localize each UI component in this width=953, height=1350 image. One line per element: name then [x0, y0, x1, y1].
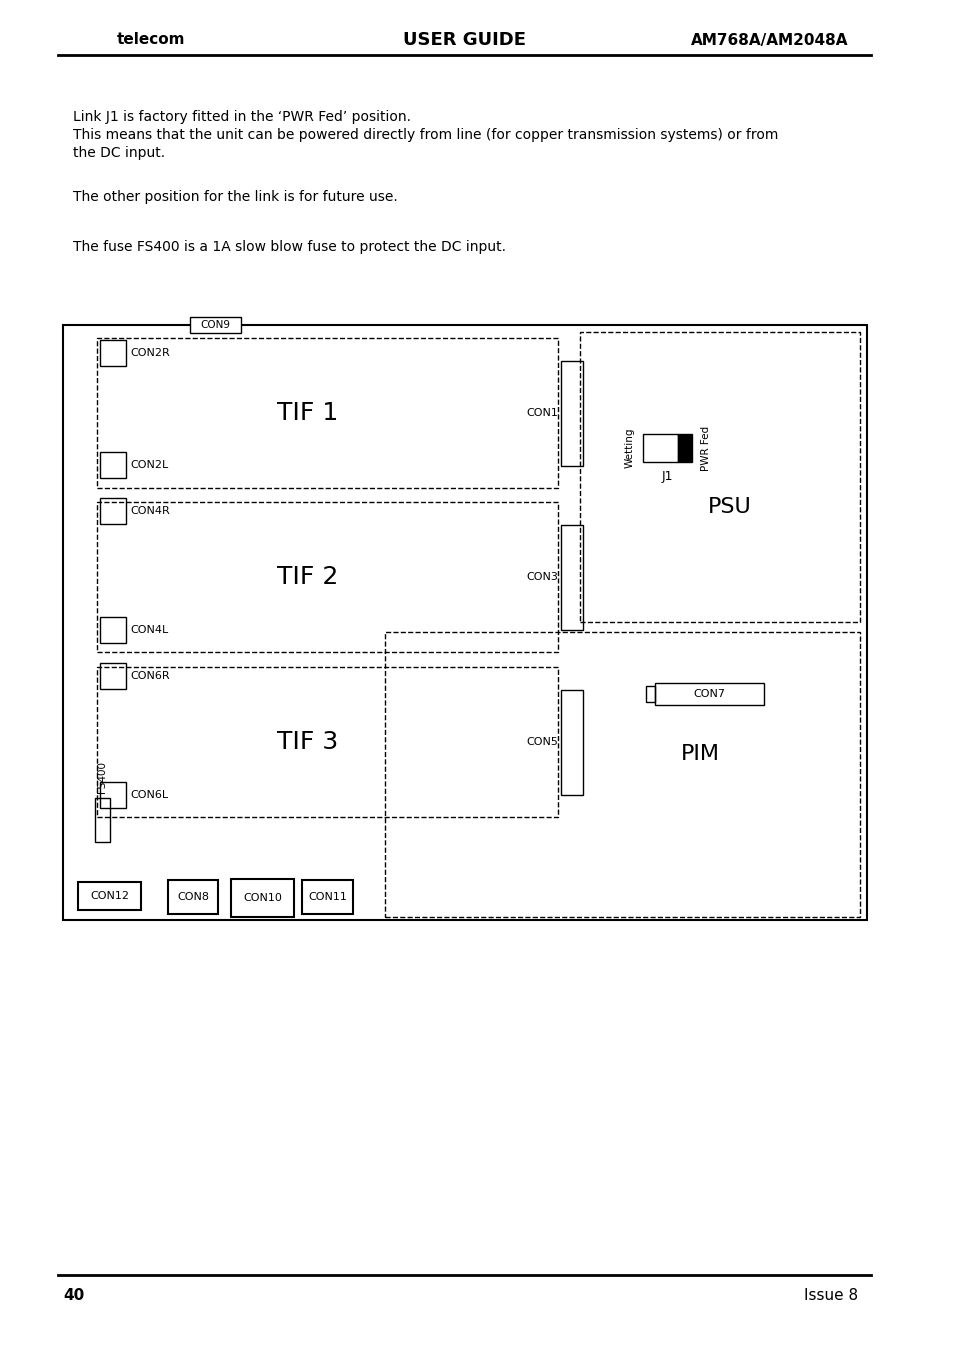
Bar	[560, 690, 582, 795]
Bar	[231, 879, 294, 917]
Text: Wetting: Wetting	[624, 428, 634, 468]
Bar	[100, 617, 126, 643]
Bar	[97, 338, 557, 487]
Bar	[100, 340, 126, 366]
Bar	[560, 525, 582, 629]
Bar	[385, 632, 859, 917]
Text: The fuse FS400 is a 1A slow blow fuse to protect the DC input.: The fuse FS400 is a 1A slow blow fuse to…	[73, 240, 506, 254]
Text: CON6L: CON6L	[131, 790, 169, 801]
Bar	[78, 882, 141, 910]
Text: CON5: CON5	[526, 737, 558, 747]
Text: CON8: CON8	[177, 892, 209, 902]
Bar	[100, 782, 126, 809]
Bar	[100, 452, 126, 478]
Text: Issue 8: Issue 8	[802, 1288, 857, 1303]
Text: the DC input.: the DC input.	[73, 146, 165, 161]
Bar	[678, 433, 691, 462]
Bar	[645, 686, 655, 702]
Bar	[302, 880, 353, 914]
Text: CON11: CON11	[308, 892, 347, 902]
Text: FS400: FS400	[97, 761, 108, 792]
Text: CON2R: CON2R	[131, 348, 171, 358]
Text: PIM: PIM	[680, 744, 720, 764]
Text: PSU: PSU	[707, 497, 751, 517]
Text: USER GUIDE: USER GUIDE	[403, 31, 526, 49]
Text: AM768A/AM2048A: AM768A/AM2048A	[690, 32, 847, 47]
Text: This means that the unit can be powered directly from line (for copper transmiss: This means that the unit can be powered …	[73, 128, 778, 142]
Bar	[97, 667, 557, 817]
Text: CON2L: CON2L	[131, 460, 169, 470]
Text: PWR Fed: PWR Fed	[700, 425, 710, 471]
Bar	[63, 325, 866, 919]
Text: CON7: CON7	[693, 688, 725, 699]
Text: TIF 3: TIF 3	[277, 730, 338, 755]
Text: CON9: CON9	[200, 320, 231, 329]
Text: CON4L: CON4L	[131, 625, 169, 634]
Bar	[655, 683, 763, 705]
Bar	[190, 317, 240, 333]
Bar	[560, 360, 582, 466]
Text: 40: 40	[63, 1288, 85, 1303]
Bar	[97, 502, 557, 652]
Bar	[642, 433, 678, 462]
Text: CON10: CON10	[243, 892, 282, 903]
Bar	[94, 798, 110, 842]
Bar	[100, 663, 126, 688]
Text: TIF 2: TIF 2	[277, 566, 338, 589]
Text: CON3: CON3	[526, 572, 558, 582]
Text: CON12: CON12	[90, 891, 129, 900]
Bar	[100, 498, 126, 524]
Text: The other position for the link is for future use.: The other position for the link is for f…	[73, 190, 397, 204]
Bar	[168, 880, 218, 914]
Text: telecom: telecom	[117, 32, 185, 47]
Text: CON4R: CON4R	[131, 506, 171, 516]
Text: CON1: CON1	[526, 408, 558, 418]
Text: J1: J1	[661, 470, 673, 483]
Text: Link J1 is factory fitted in the ‘PWR Fed’ position.: Link J1 is factory fitted in the ‘PWR Fe…	[73, 109, 411, 124]
Text: TIF 1: TIF 1	[277, 401, 338, 425]
Text: CON6R: CON6R	[131, 671, 170, 680]
Bar	[579, 332, 859, 622]
